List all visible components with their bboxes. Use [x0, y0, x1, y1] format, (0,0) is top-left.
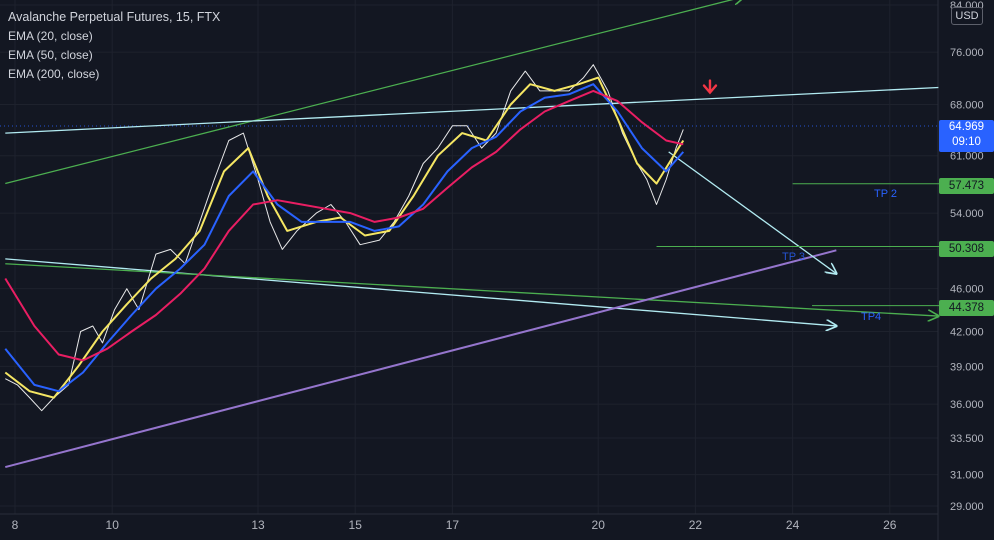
current-price-value: 64.969	[948, 121, 985, 133]
y-tick-label-1: 76.000	[950, 47, 984, 59]
y-tick-label-11: 31.000	[950, 470, 984, 482]
series-line-2	[4, 83, 685, 393]
y-tick-label-6: 46.000	[950, 284, 984, 296]
y-tick-label-4: 54.000	[950, 208, 984, 220]
level-badge-tp3: 50.308	[939, 241, 994, 257]
trendline-1	[5, 86, 939, 134]
indicator-ema-20[interactable]: EMA (20, close)	[8, 29, 93, 43]
x-tick-label-7: 24	[786, 518, 800, 532]
trendline-0	[5, 0, 744, 185]
y-tick-label-7: 42.000	[950, 327, 984, 339]
trendline-4	[5, 249, 837, 469]
indicator-ema-200[interactable]: EMA (200, close)	[8, 67, 100, 81]
chart-title: Avalanche Perpetual Futures, 15, FTX	[8, 10, 221, 24]
trendline-5	[668, 151, 837, 274]
y-tick-label-8: 39.000	[950, 361, 984, 373]
series-line-1	[4, 76, 685, 399]
series-line-3	[4, 89, 684, 362]
y-tick-label-9: 36.000	[950, 399, 984, 411]
x-tick-label-6: 22	[689, 518, 703, 532]
currency-button[interactable]: USD	[951, 7, 983, 25]
y-tick-label-12: 29.000	[950, 501, 984, 513]
x-tick-label-8: 26	[883, 518, 897, 532]
bar-countdown: 09:10	[952, 136, 981, 148]
y-tick-label-2: 68.000	[950, 100, 984, 112]
trendline-2	[5, 258, 836, 326]
y-tick-label-10: 33.500	[950, 433, 984, 445]
tp2-label: TP 2	[874, 188, 898, 200]
x-tick-label-5: 20	[592, 518, 606, 532]
x-tick-label-0: 8	[12, 518, 19, 532]
trendline-3	[5, 263, 938, 316]
x-tick-label-1: 10	[106, 518, 120, 532]
x-tick-label-4: 17	[446, 518, 460, 532]
sell-arrow-icon	[702, 79, 718, 95]
tp4-label: TP4	[861, 311, 882, 323]
x-tick-label-2: 13	[251, 518, 265, 532]
level-badge-tp4: 44.378	[939, 300, 994, 316]
tp3-label: TP 3	[782, 251, 806, 263]
current-price-badge: 64.969 09:10	[939, 120, 994, 152]
y-tick-label-3: 61.000	[950, 151, 984, 163]
x-tick-label-3: 15	[349, 518, 363, 532]
level-badge-tp2: 57.473	[939, 178, 994, 194]
chart-legend: Avalanche Perpetual Futures, 15, FTX EMA…	[8, 8, 220, 84]
indicator-ema-50[interactable]: EMA (50, close)	[8, 48, 93, 62]
